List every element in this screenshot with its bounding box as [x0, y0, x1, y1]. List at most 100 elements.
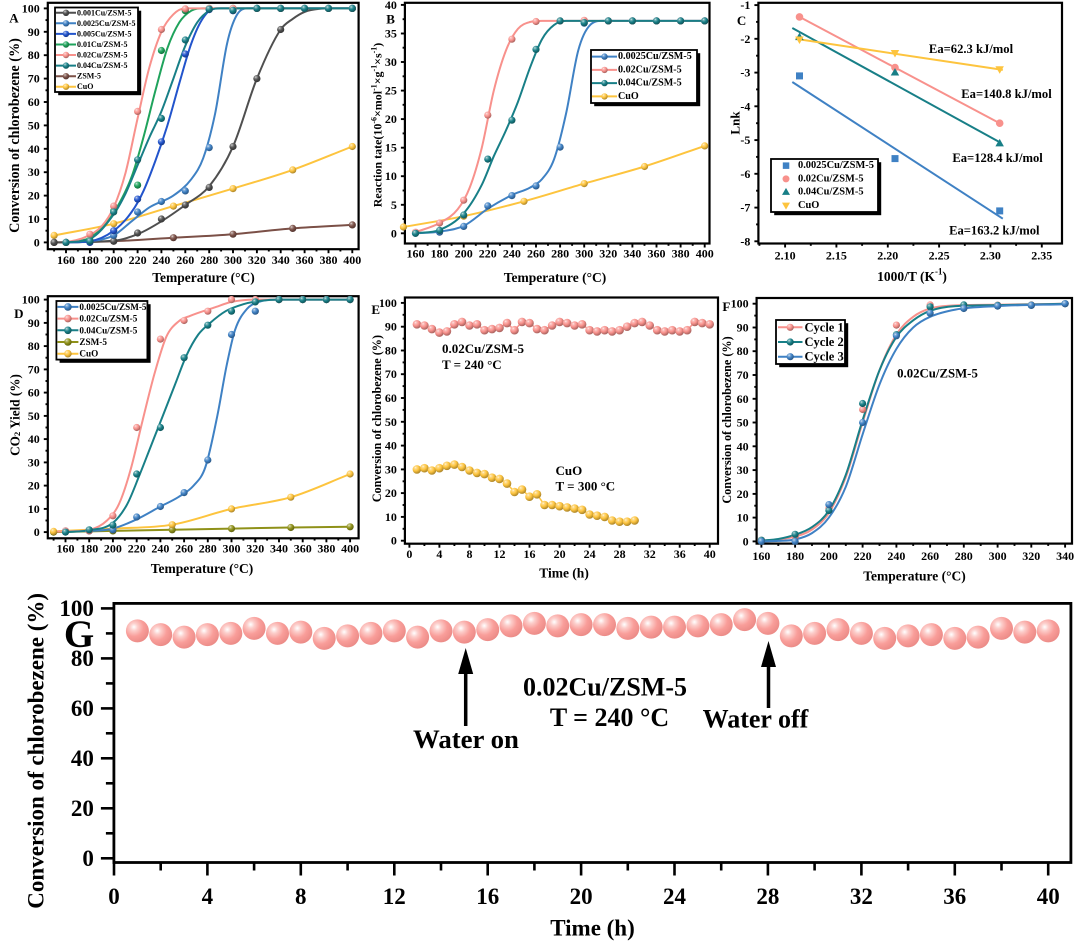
svg-text:280: 280 — [955, 549, 973, 563]
svg-text:400: 400 — [696, 247, 714, 261]
svg-text:0.04Cu/ZSM-5: 0.04Cu/ZSM-5 — [79, 325, 137, 335]
svg-text:-6: -6 — [740, 167, 750, 181]
svg-text:260: 260 — [921, 549, 939, 563]
svg-text:300: 300 — [575, 247, 593, 261]
svg-text:400: 400 — [343, 253, 361, 267]
svg-text:380: 380 — [317, 542, 335, 556]
svg-text:2.15: 2.15 — [826, 249, 847, 263]
svg-text:4: 4 — [436, 547, 442, 561]
svg-text:80: 80 — [28, 48, 40, 62]
svg-text:0: 0 — [82, 846, 94, 871]
svg-text:24: 24 — [663, 884, 687, 909]
svg-text:Time (h): Time (h) — [550, 916, 635, 941]
svg-text:60: 60 — [385, 391, 397, 405]
svg-text:90: 90 — [385, 320, 397, 334]
svg-text:100: 100 — [22, 1, 40, 15]
svg-text:Ea=62.3 kJ/mol: Ea=62.3 kJ/mol — [929, 42, 1014, 56]
svg-text:ZSM-5: ZSM-5 — [77, 72, 101, 81]
svg-text:0.0025Cu/ZSM-5: 0.0025Cu/ZSM-5 — [79, 302, 147, 312]
svg-text:200: 200 — [820, 549, 838, 563]
svg-text:1000/T (K-1): 1000/T (K-1) — [877, 267, 947, 284]
svg-text:40: 40 — [737, 439, 749, 453]
svg-text:160: 160 — [57, 253, 75, 267]
svg-text:CuO: CuO — [798, 200, 819, 211]
svg-text:30: 30 — [385, 462, 397, 476]
svg-text:160: 160 — [407, 247, 425, 261]
svg-text:220: 220 — [854, 549, 872, 563]
svg-text:0.02Cu/ZSM-5: 0.02Cu/ZSM-5 — [77, 51, 127, 60]
svg-text:20: 20 — [385, 112, 397, 126]
svg-text:100: 100 — [59, 596, 94, 621]
svg-text:10: 10 — [28, 502, 40, 516]
svg-text:380: 380 — [320, 253, 338, 267]
svg-text:220: 220 — [128, 542, 146, 556]
svg-text:0.01Cu/ZSM-5: 0.01Cu/ZSM-5 — [77, 40, 127, 49]
svg-text:0.04Cu/ZSM-5: 0.04Cu/ZSM-5 — [798, 187, 864, 198]
svg-text:28: 28 — [756, 884, 779, 909]
svg-text:180: 180 — [80, 542, 98, 556]
svg-text:T = 240 °C: T = 240 °C — [442, 357, 502, 372]
svg-text:90: 90 — [737, 321, 749, 335]
svg-text:0.005Cu/ZSM-5: 0.005Cu/ZSM-5 — [77, 29, 131, 38]
svg-text:0.04Cu/ZSM-5: 0.04Cu/ZSM-5 — [77, 61, 127, 70]
svg-text:30: 30 — [28, 165, 40, 179]
svg-text:70: 70 — [28, 362, 40, 376]
svg-text:50: 50 — [28, 118, 40, 132]
svg-text:F: F — [722, 299, 730, 314]
svg-text:Lnk: Lnk — [728, 111, 743, 135]
svg-text:2.10: 2.10 — [775, 249, 796, 263]
svg-text:Conversion of chlorobezene (%): Conversion of chlorobezene (%) — [370, 335, 384, 502]
svg-text:0: 0 — [34, 235, 40, 249]
svg-text:0.0025Cu/ZSM-5: 0.0025Cu/ZSM-5 — [798, 160, 874, 171]
svg-text:CuO: CuO — [77, 82, 93, 91]
svg-text:-8: -8 — [740, 234, 750, 248]
svg-text:40: 40 — [704, 547, 716, 561]
svg-text:90: 90 — [28, 316, 40, 330]
svg-text:40: 40 — [28, 142, 40, 156]
svg-text:0: 0 — [34, 525, 40, 539]
svg-text:320: 320 — [1022, 549, 1040, 563]
svg-text:C: C — [737, 13, 746, 28]
svg-text:340: 340 — [623, 247, 641, 261]
svg-text:360: 360 — [296, 253, 314, 267]
svg-text:-4: -4 — [740, 99, 750, 113]
svg-text:280: 280 — [551, 247, 569, 261]
svg-text:300: 300 — [989, 549, 1007, 563]
svg-text:Time (h): Time (h) — [539, 566, 589, 581]
svg-text:8: 8 — [467, 547, 473, 561]
svg-text:60: 60 — [28, 95, 40, 109]
svg-text:80: 80 — [71, 646, 94, 671]
svg-text:Cycle 3: Cycle 3 — [805, 350, 844, 364]
svg-text:E: E — [371, 302, 380, 317]
svg-text:8: 8 — [295, 884, 307, 909]
svg-text:320: 320 — [599, 247, 617, 261]
svg-text:200: 200 — [105, 253, 123, 267]
svg-text:Cycle 2: Cycle 2 — [805, 335, 844, 349]
svg-text:G: G — [64, 613, 94, 656]
svg-text:260: 260 — [175, 542, 193, 556]
svg-text:400: 400 — [341, 542, 359, 556]
svg-text:36: 36 — [943, 884, 966, 909]
svg-text:0.0025Cu/ZSM-5: 0.0025Cu/ZSM-5 — [77, 19, 135, 28]
svg-text:0.02Cu/ZSM-5: 0.02Cu/ZSM-5 — [523, 673, 687, 702]
svg-text:340: 340 — [272, 253, 290, 267]
svg-text:60: 60 — [737, 392, 749, 406]
svg-text:12: 12 — [494, 547, 506, 561]
svg-text:200: 200 — [104, 542, 122, 556]
svg-text:16: 16 — [524, 547, 536, 561]
svg-text:240: 240 — [151, 542, 169, 556]
svg-text:-5: -5 — [740, 133, 750, 147]
svg-text:15: 15 — [385, 141, 397, 155]
svg-text:340: 340 — [270, 542, 288, 556]
svg-text:Ea=140.8 kJ/mol: Ea=140.8 kJ/mol — [961, 87, 1052, 101]
svg-text:Water on: Water on — [413, 724, 519, 754]
svg-text:16: 16 — [476, 884, 499, 909]
svg-text:40: 40 — [385, 0, 397, 12]
svg-text:Temperature (°C): Temperature (°C) — [863, 569, 966, 584]
svg-text:Temperature (°C): Temperature (°C) — [504, 270, 607, 285]
svg-text:50: 50 — [28, 409, 40, 423]
svg-text:180: 180 — [786, 549, 804, 563]
svg-text:10: 10 — [737, 511, 749, 525]
svg-text:Water off: Water off — [703, 705, 809, 734]
svg-text:0.02Cu/ZSM-5: 0.02Cu/ZSM-5 — [442, 341, 524, 356]
